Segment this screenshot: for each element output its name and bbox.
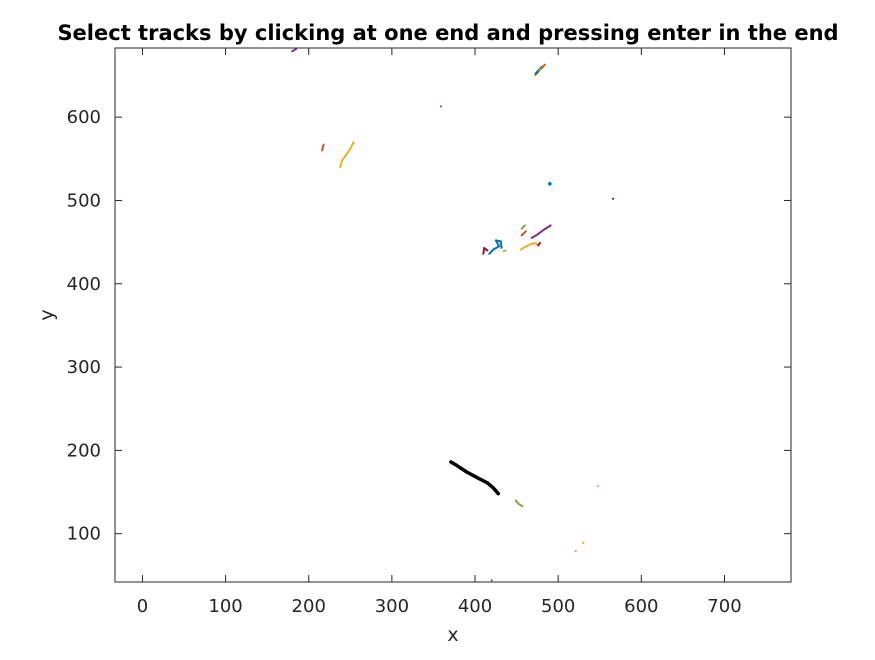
y-tick-label: 500 xyxy=(67,190,101,211)
selected-track[interactable] xyxy=(449,460,501,496)
y-tick-label: 400 xyxy=(67,274,101,295)
track-line[interactable] xyxy=(482,246,489,255)
chart-title: Select tracks by clicking at one end and… xyxy=(57,21,838,45)
track-point[interactable] xyxy=(439,105,442,108)
axes-box xyxy=(114,47,792,583)
plot-area[interactable] xyxy=(115,48,791,582)
y-tick-label: 200 xyxy=(67,440,101,461)
series-layer xyxy=(291,47,615,582)
track-point[interactable] xyxy=(611,197,615,200)
x-tick-label: 100 xyxy=(208,596,242,617)
x-tick-label: 700 xyxy=(707,596,741,617)
x-tick-label: 400 xyxy=(458,596,492,617)
track-line[interactable] xyxy=(519,241,539,251)
track-line[interactable] xyxy=(291,47,298,53)
track-line[interactable] xyxy=(530,224,552,239)
track-line[interactable] xyxy=(514,499,524,508)
track-line[interactable] xyxy=(537,241,541,247)
y-axis-label: y xyxy=(36,309,58,320)
ticks-layer: 0 100 200 300 400 500 600 700 100 200 300 400 500 600 xyxy=(67,48,791,617)
track-point[interactable] xyxy=(597,485,600,488)
track-line[interactable] xyxy=(502,249,507,253)
track-point[interactable] xyxy=(581,541,585,545)
x-axis-label: x xyxy=(447,624,458,646)
x-tick-label: 200 xyxy=(292,596,326,617)
track-line[interactable] xyxy=(520,224,526,230)
track-point[interactable] xyxy=(490,579,493,582)
track-line[interactable] xyxy=(540,63,546,69)
x-tick-label: 300 xyxy=(375,596,409,617)
y-tick-label: 600 xyxy=(67,107,101,128)
track-line[interactable] xyxy=(520,230,527,237)
x-tick-label: 600 xyxy=(624,596,658,617)
track-line[interactable] xyxy=(321,143,325,152)
x-tick-label: 500 xyxy=(541,596,575,617)
y-tick-label: 100 xyxy=(67,524,101,545)
track-line[interactable] xyxy=(339,141,355,169)
x-tick-label: 0 xyxy=(137,596,148,617)
track-line[interactable] xyxy=(488,239,503,255)
track-point[interactable] xyxy=(548,181,552,186)
track-point[interactable] xyxy=(574,549,577,553)
y-tick-label: 300 xyxy=(67,357,101,378)
